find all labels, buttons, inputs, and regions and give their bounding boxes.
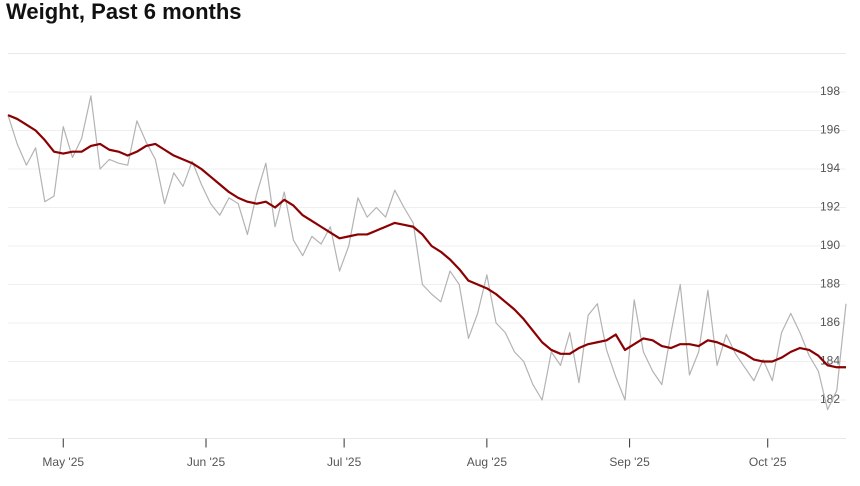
x-tick-label: Sep '25 (609, 455, 650, 469)
y-tick-label: 198 (820, 84, 840, 98)
y-tick-label: 196 (820, 123, 840, 137)
y-tick-label: 194 (820, 161, 840, 175)
x-tick-label: May '25 (42, 455, 84, 469)
x-tick-label: Jul '25 (327, 455, 362, 469)
average-line (7, 114, 846, 369)
x-tick-label: Jun '25 (187, 455, 226, 469)
y-tick-label: 188 (820, 277, 840, 291)
daily-line (7, 95, 847, 411)
x-tick-label: Aug '25 (467, 455, 508, 469)
y-tick-label: 186 (820, 315, 840, 329)
y-tick-label: 190 (820, 238, 840, 252)
y-tick-label: 182 (820, 392, 840, 406)
x-tick-label: Oct '25 (749, 455, 787, 469)
chart-title: Weight, Past 6 months (6, 0, 242, 24)
y-tick-label: 192 (820, 200, 840, 214)
